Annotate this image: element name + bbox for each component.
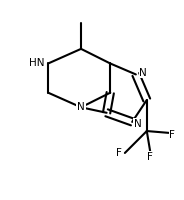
Text: N: N [134, 119, 142, 129]
Text: F: F [116, 148, 122, 158]
Text: F: F [169, 130, 175, 140]
Text: HN: HN [29, 58, 45, 68]
Text: N: N [139, 68, 147, 78]
Text: F: F [148, 152, 153, 162]
Text: N: N [77, 102, 85, 112]
